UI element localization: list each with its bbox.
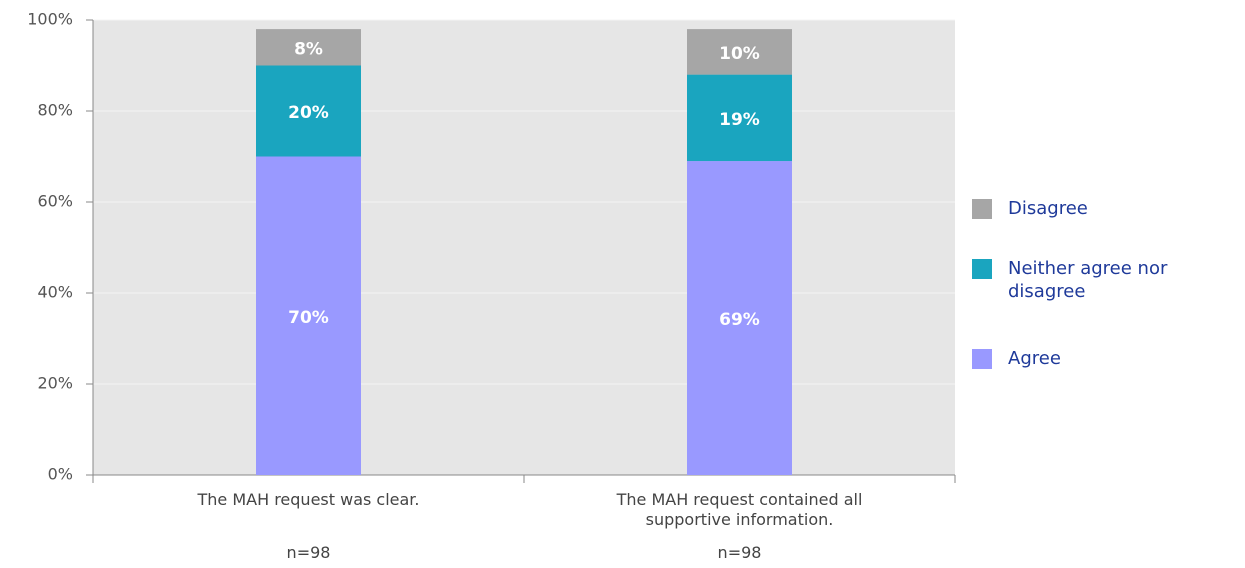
bar-segment (256, 156, 361, 475)
legend-swatch (972, 259, 992, 279)
data-label: 20% (288, 103, 329, 123)
bar-segment (687, 74, 792, 162)
x-tick-label: The MAH request contained all supportive… (616, 490, 863, 529)
bar-segment (687, 161, 792, 476)
legend-swatch (972, 349, 992, 369)
data-label: 19% (719, 110, 760, 130)
legend-label: Disagree (1008, 198, 1088, 219)
bar-segment (687, 29, 792, 75)
plot-background (93, 20, 955, 475)
bar-segment (256, 29, 361, 66)
y-tick-label: 100% (27, 10, 73, 29)
bar-segment (256, 65, 361, 157)
legend-swatch (972, 199, 992, 219)
y-tick-label: 40% (37, 283, 73, 302)
data-label: 10% (719, 44, 760, 64)
data-label: 8% (294, 39, 323, 59)
y-tick-label: 80% (37, 101, 73, 120)
category-note: n=98 (286, 543, 331, 562)
legend-label: Neither agree nor disagree (1008, 258, 1168, 302)
category-note: n=98 (717, 543, 762, 562)
y-tick-label: 0% (48, 465, 73, 484)
y-tick-label: 20% (37, 374, 73, 393)
x-tick-label: The MAH request was clear. (197, 490, 420, 509)
legend-label: Agree (1008, 348, 1061, 369)
y-tick-label: 60% (37, 192, 73, 211)
data-label: 69% (719, 310, 760, 330)
data-label: 70% (288, 308, 329, 328)
